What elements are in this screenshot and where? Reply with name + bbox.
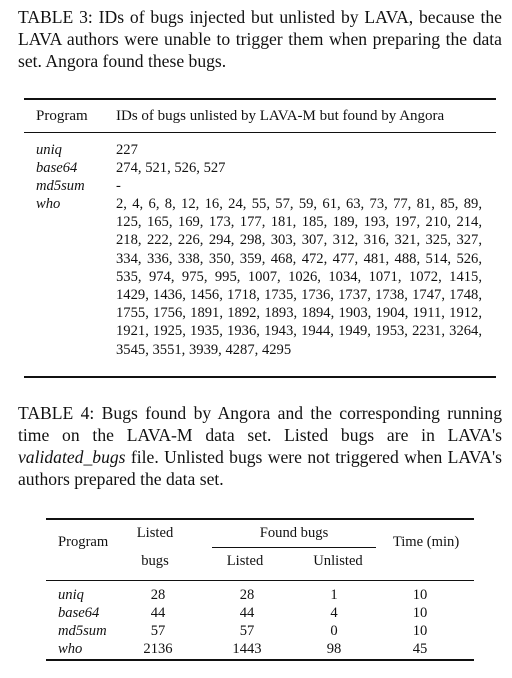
table4-found-listed-cell: 44 [239, 605, 255, 621]
table3-program-cell: uniq [36, 142, 62, 158]
table4-subheader-rule [212, 547, 376, 548]
table4-found-listed-cell: 28 [239, 587, 255, 603]
table4-caption: TABLE 4: Bugs found by Angora and the co… [18, 402, 502, 490]
table4-header-bugs: bugs [141, 553, 169, 569]
table4-header-program: Program [58, 534, 109, 550]
table3-header-rule [24, 132, 496, 133]
table4-time-cell: 10 [412, 623, 428, 639]
table4-program-cell: md5sum [58, 623, 107, 639]
table4-program-cell: who [58, 641, 83, 657]
table4-listed-bugs-cell: 57 [150, 623, 166, 639]
table3-caption: TABLE 3: IDs of bugs injected but unlist… [18, 7, 502, 71]
table3-header-program: Program [36, 108, 88, 124]
table4-header-listed: Listed [136, 525, 174, 541]
table3-header-ids: IDs of bugs unlisted by LAVA-M but found… [116, 108, 445, 124]
table4-listed-bugs-cell: 2136 [143, 641, 173, 657]
table4-caption-text: TABLE 4: Bugs found by Angora and the co… [18, 403, 502, 445]
table4-program-cell: uniq [58, 587, 84, 603]
table4-time-cell: 10 [412, 605, 428, 621]
table4-caption-text-end: file. Unlisted bugs were not triggered w… [18, 447, 502, 489]
table4-listed-bugs-cell: 28 [150, 587, 166, 603]
table4-header-time: Time (min) [392, 534, 460, 550]
table3-ids-cell: - [116, 178, 121, 194]
table3-program-cell: who [36, 196, 61, 212]
table4-found-listed-cell: 57 [239, 623, 255, 639]
table4-found-unlisted-cell: 1 [330, 587, 338, 603]
table4-listed-bugs-cell: 44 [150, 605, 166, 621]
table4-found-unlisted-cell: 4 [330, 605, 338, 621]
table3-ids-cell: 2, 4, 6, 8, 12, 16, 24, 55, 57, 59, 61, … [116, 196, 482, 358]
table4-header-found-bugs: Found bugs [259, 525, 329, 541]
table4-found-unlisted-cell: 0 [330, 623, 338, 639]
table3-bottom-rule [24, 376, 496, 378]
table4-header-found-unlisted: Unlisted [313, 553, 363, 569]
table3-top-rule [24, 98, 496, 100]
table4-program-cell: base64 [58, 605, 100, 621]
table4-header-found-listed: Listed [226, 553, 264, 569]
table3-program-cell: base64 [36, 160, 78, 176]
table3-ids-cell: 274, 521, 526, 527 [116, 160, 226, 176]
table4-bottom-rule [46, 659, 474, 661]
table3-ids-cell: 227 [116, 142, 138, 158]
table4-time-cell: 45 [412, 641, 428, 657]
table4-header-rule [46, 580, 474, 581]
table3-program-cell: md5sum [36, 178, 85, 194]
table4-time-cell: 10 [412, 587, 428, 603]
table4-caption-filename: validated_bugs [18, 447, 126, 467]
table4-found-unlisted-cell: 98 [326, 641, 342, 657]
table4-top-rule [46, 518, 474, 520]
table4-found-listed-cell: 1443 [232, 641, 262, 657]
